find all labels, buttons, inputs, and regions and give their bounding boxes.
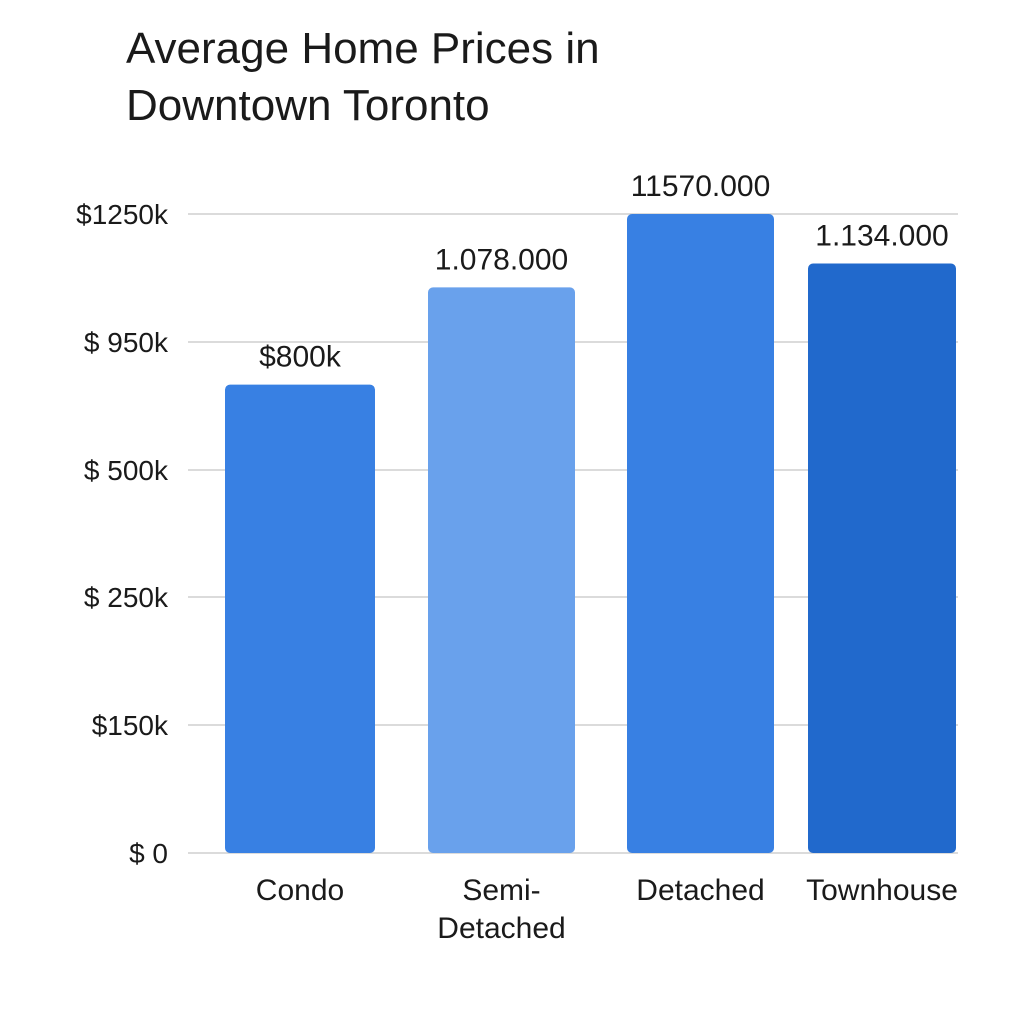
chart-title-line-2: Downtown Toronto bbox=[126, 81, 490, 130]
data-label: 1.134.000 bbox=[815, 219, 948, 252]
y-tick-label: $ 950k bbox=[84, 327, 169, 358]
bar bbox=[225, 384, 375, 853]
data-label: $800k bbox=[259, 341, 342, 374]
data-label: 11570.000 bbox=[631, 170, 771, 203]
y-tick-label: $150k bbox=[92, 710, 169, 741]
x-tick-label: Townhouse bbox=[806, 874, 958, 907]
chart-title: Average Home Prices in Downtown Toronto bbox=[126, 20, 926, 134]
x-tick-label: Semi- bbox=[462, 874, 540, 907]
bar bbox=[808, 263, 956, 853]
chart-title-line-1: Average Home Prices in bbox=[126, 24, 600, 73]
data-label: 1.078.000 bbox=[435, 243, 568, 276]
y-tick-label: $1250k bbox=[76, 199, 169, 230]
x-tick-label: Condo bbox=[256, 874, 344, 907]
bar bbox=[428, 287, 575, 853]
y-tick-label: $ 500k bbox=[84, 455, 169, 486]
x-tick-label: Detached bbox=[636, 874, 764, 907]
bar bbox=[627, 214, 774, 853]
y-tick-label: $ 250k bbox=[84, 582, 169, 613]
y-tick-label: $ 0 bbox=[129, 838, 168, 869]
x-tick-label: Detached bbox=[437, 912, 565, 945]
